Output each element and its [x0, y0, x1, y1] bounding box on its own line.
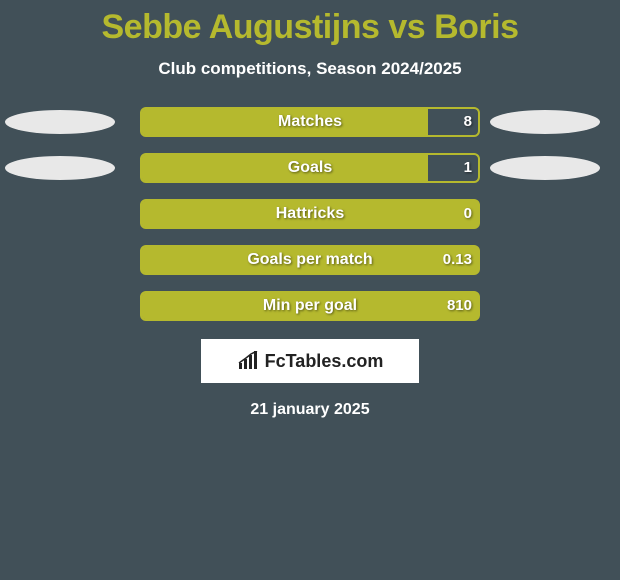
chart-icon	[237, 351, 261, 371]
stat-label: Goals	[140, 153, 480, 183]
player-left-ellipse	[5, 156, 115, 180]
stat-label: Hattricks	[140, 199, 480, 229]
player-left-ellipse	[5, 110, 115, 134]
stat-row: Goals per match0.13	[0, 245, 620, 275]
stat-label: Matches	[140, 107, 480, 137]
stat-value-right: 0.13	[443, 245, 472, 275]
page-title: Sebbe Augustijns vs Boris	[0, 0, 620, 47]
subtitle: Club competitions, Season 2024/2025	[0, 59, 620, 79]
player-right-ellipse	[490, 156, 600, 180]
stat-row: Goals1	[0, 153, 620, 183]
stat-value-right: 810	[447, 291, 472, 321]
date-text: 21 january 2025	[0, 401, 620, 419]
stat-row: Matches8	[0, 107, 620, 137]
comparison-chart: Matches8Goals1Hattricks0Goals per match0…	[0, 107, 620, 321]
stat-label: Min per goal	[140, 291, 480, 321]
stat-value-right: 1	[464, 153, 472, 183]
stat-label: Goals per match	[140, 245, 480, 275]
player-right-ellipse	[490, 110, 600, 134]
logo-box: FcTables.com	[201, 339, 419, 383]
stat-value-right: 0	[464, 199, 472, 229]
stat-value-right: 8	[464, 107, 472, 137]
stat-row: Min per goal810	[0, 291, 620, 321]
stat-row: Hattricks0	[0, 199, 620, 229]
logo-text: FcTables.com	[265, 351, 384, 372]
